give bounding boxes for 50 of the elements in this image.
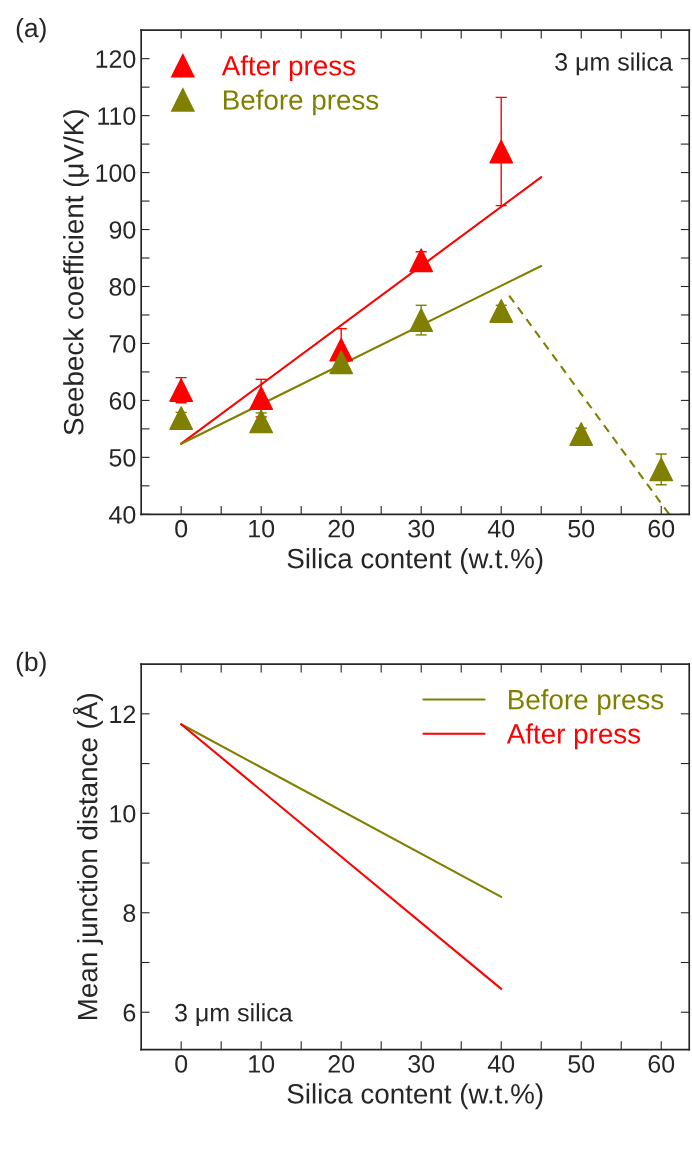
y-tick-label: 110 (98, 107, 136, 125)
legend-label: Before press (509, 689, 664, 715)
point (329, 350, 354, 375)
point (489, 299, 514, 323)
text: (b) (16, 651, 46, 677)
point (169, 406, 194, 430)
point (409, 248, 434, 273)
legend-label: After press (506, 723, 641, 750)
x-tick-label: 60 (648, 519, 675, 538)
x-axis-title: Silica content (w.t.%) (287, 1083, 543, 1110)
point (249, 386, 274, 411)
y-tick-label: 120 (96, 50, 136, 68)
text: (a) (16, 17, 46, 43)
y-tick-label: 6 (123, 1003, 136, 1022)
y-axis-title: Seebeck coefficient (μV/K) (63, 110, 90, 435)
x-tick-label: 50 (568, 519, 595, 538)
y-tick-label: 80 (109, 278, 136, 296)
point (649, 457, 674, 482)
x-tick-label: 0 (175, 1055, 188, 1073)
x-tick-label: 20 (328, 519, 355, 538)
legend-label: After press (221, 55, 356, 82)
y-tick-label: 8 (123, 904, 136, 923)
annotation: 3 μm silica (555, 52, 673, 76)
x-tick-label: 40 (487, 1055, 515, 1073)
x-tick-label: 60 (648, 1055, 675, 1073)
point (569, 422, 594, 446)
point (409, 308, 434, 332)
y-tick-label: 50 (109, 448, 136, 467)
x-tick-label: 40 (487, 519, 515, 538)
y-tick-label: 10 (110, 804, 136, 823)
y-tick-label: 70 (109, 335, 136, 353)
point (169, 378, 194, 403)
x-tick-label: 30 (408, 1055, 435, 1073)
x-tick-label: 10 (249, 519, 275, 538)
x-tick-label: 20 (328, 1055, 355, 1073)
y-tick-label: 40 (109, 505, 136, 524)
annotation: 3 μm silica (175, 1003, 293, 1027)
point (489, 139, 514, 164)
x-tick-label: 50 (568, 1055, 595, 1073)
legend-label: Before press (224, 89, 379, 116)
y-tick-label: 12 (110, 705, 136, 723)
x-axis-title: Silica content (w.t.%) (287, 548, 543, 574)
x-tick-label: 0 (175, 519, 188, 538)
y-tick-label: 90 (109, 221, 136, 239)
x-tick-label: 10 (249, 1055, 275, 1073)
y-tick-label: 60 (109, 392, 136, 410)
y-axis-title: Mean junction distance (Å) (72, 694, 103, 1019)
x-tick-label: 30 (408, 519, 435, 538)
y-tick-label: 100 (96, 164, 136, 182)
point (249, 409, 274, 434)
